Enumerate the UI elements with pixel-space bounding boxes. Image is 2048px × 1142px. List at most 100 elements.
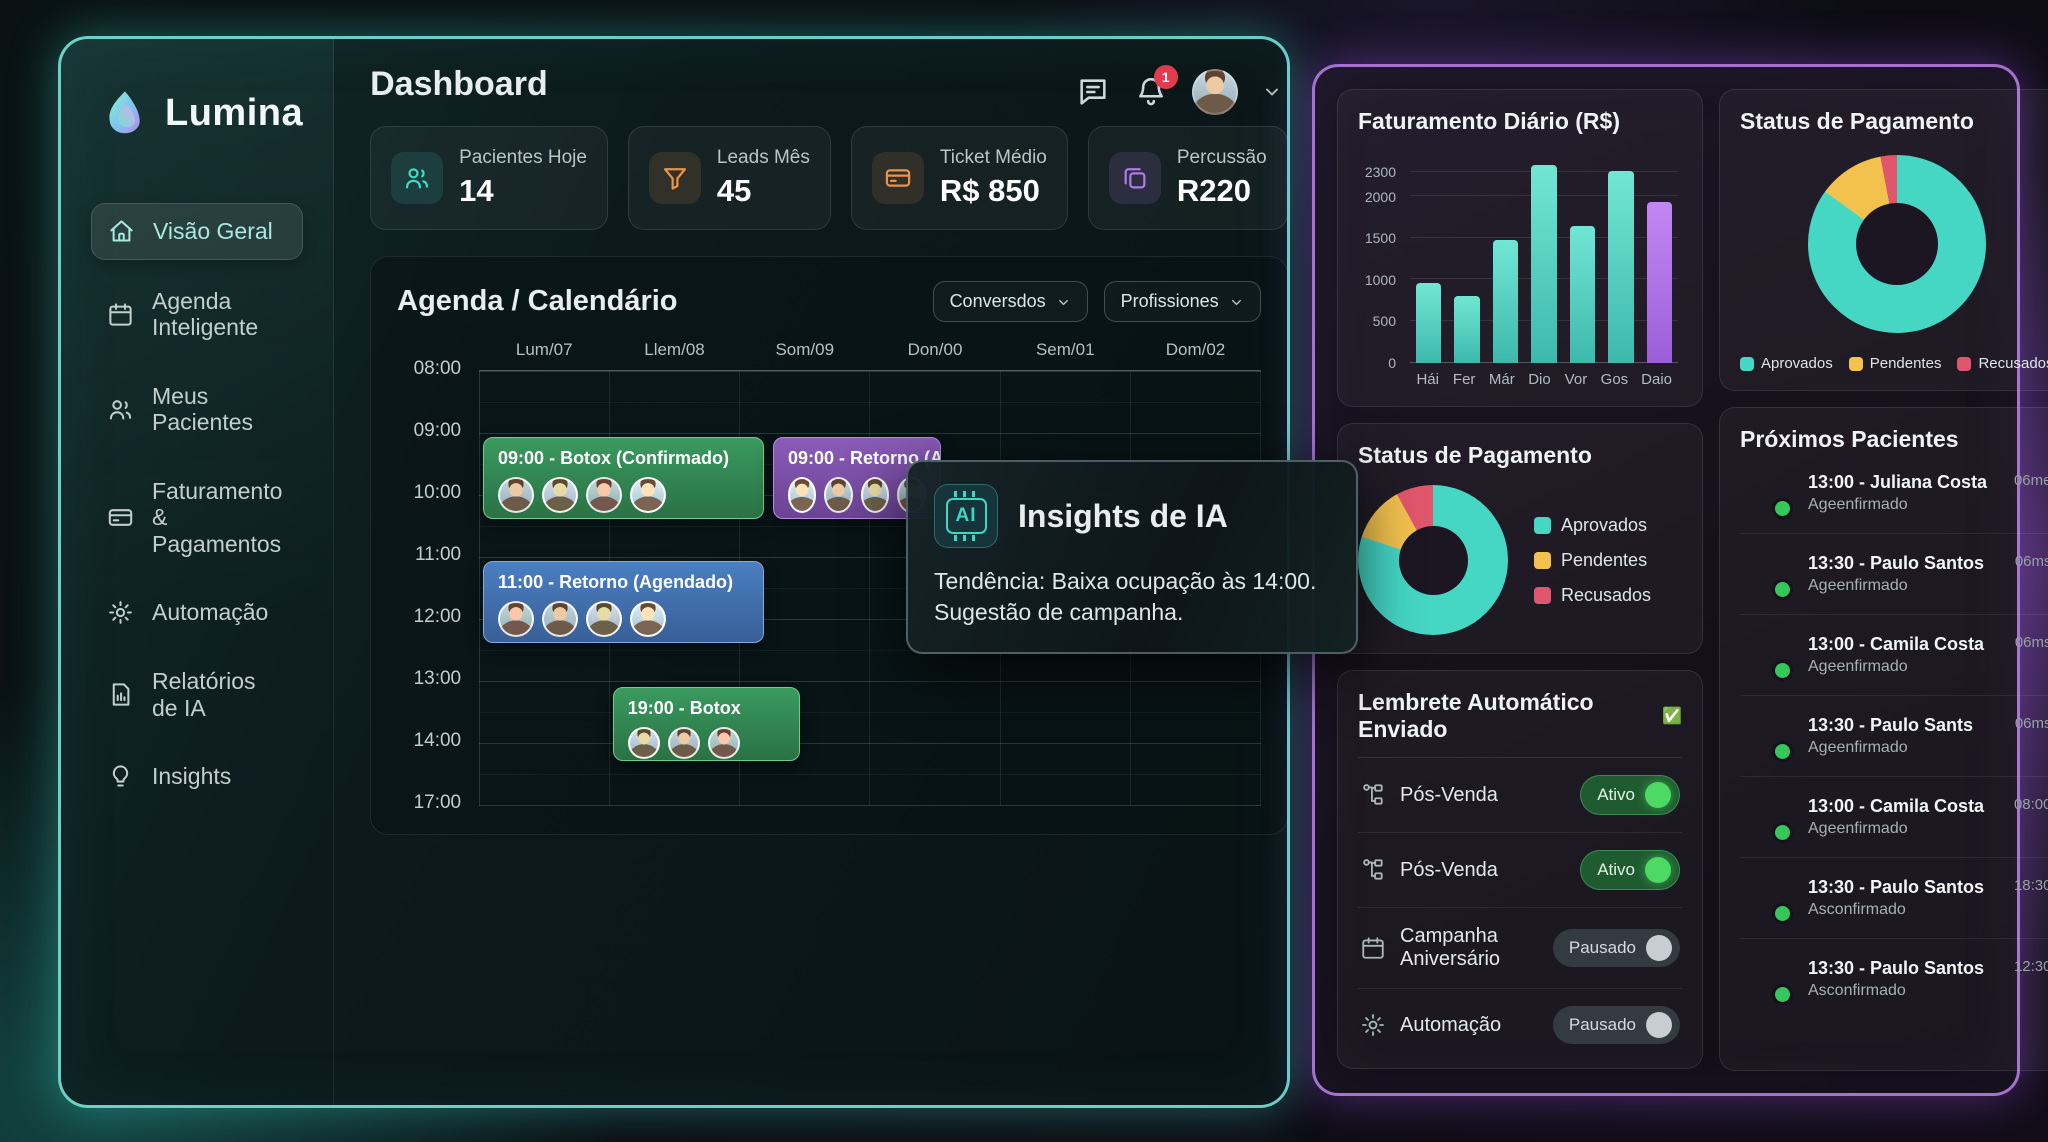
legend-item: Pendentes [1848, 355, 1941, 372]
event-attendees [498, 477, 749, 513]
avatar [1742, 711, 1793, 762]
time-label: 17:00 [413, 791, 462, 813]
report-icon [112, 683, 130, 706]
sidebar-item-faturamento-pagamentos[interactable]: Faturamento & Pagamentos [91, 464, 303, 571]
stat-card-ticket-medio: Ticket Médio R$ 850 [850, 126, 1068, 230]
patient-row[interactable]: 13:30 - Paulo Santos Asconfirmado 18:30 [1740, 858, 2048, 939]
insights-ia-popup: AI Insights de IA Tendência: Baixa ocupa… [906, 460, 1358, 654]
patient-row[interactable]: 13:00 - Camila Costa Ageenfirmado 06ms [1740, 615, 2048, 696]
toggle-automacao[interactable]: Pausado [1552, 1006, 1680, 1044]
credit-card-icon [108, 509, 133, 526]
ai-chip-icon: AI [934, 484, 998, 548]
flow-icon [1360, 782, 1386, 808]
calendar-icon [1360, 935, 1386, 961]
sidebar-item-insights[interactable]: Insights [91, 749, 303, 804]
patient-row[interactable]: 13:30 - Paulo Santos Ageenfirmado 06ms [1740, 534, 2048, 615]
x-tick-label: Fer [1452, 371, 1476, 388]
home-icon [110, 220, 133, 242]
stat-card-leads-mes: Leads Mês 45 [627, 126, 831, 230]
patient-name: 13:30 - Paulo Santos [1808, 958, 1985, 978]
y-tick-label: 1000 [1364, 271, 1396, 288]
calendar-event-retorno-agendado[interactable]: 11:00 - Retorno (Agendado) [483, 561, 765, 643]
sidebar-item-automacao[interactable]: Automação [91, 585, 303, 640]
user-avatar[interactable] [1191, 69, 1238, 115]
sidebar-item-visao-geral[interactable]: Visão Geral [91, 203, 304, 260]
reminder-label: Automação [1400, 1013, 1502, 1036]
avatar [1742, 792, 1793, 843]
toggle-label: Ativo [1597, 785, 1635, 804]
flow-icon [1360, 857, 1386, 883]
page-title: Dashboard [370, 65, 548, 103]
lembrete-automatico-card: Lembrete Automático Enviado ✅ Pós-Venda … [1337, 670, 1703, 1069]
reminder-label: Pós-Venda [1400, 783, 1498, 806]
legend-item: Recusados [1534, 585, 1651, 606]
avatar [498, 601, 535, 637]
brand-name: Lumina [165, 91, 304, 134]
lightbulb-icon [112, 765, 129, 787]
calendar-event-botox-confirmado[interactable]: 09:00 - Botox (Confirmado) [483, 437, 765, 519]
avatar [630, 477, 667, 513]
legend-label: Pendentes [1561, 549, 1648, 570]
filter-dropdown-conversdos[interactable]: Conversdos [932, 281, 1088, 322]
reminders-title: Lembrete Automático Enviado [1358, 689, 1594, 742]
popup-title: Insights de IA [1018, 497, 1228, 534]
day-header: Don/00 [907, 340, 963, 359]
legend-label: Aprovados [1561, 514, 1648, 535]
stat-label: Leads Mês [716, 147, 810, 168]
calendar-time-gutter: 08:00 09:00 10:00 11:00 12:00 13:00 14:0… [397, 358, 479, 813]
check-icon: ✅ [1662, 708, 1682, 725]
legend-swatch [1534, 586, 1551, 604]
toggle-pos-venda-2[interactable]: Ativo [1580, 850, 1680, 890]
legend-label: Aprovados [1761, 355, 1833, 372]
bar [1608, 170, 1634, 363]
day-header: Som/09 [775, 340, 835, 359]
reminder-row-automacao: Automação Pausado [1358, 989, 1682, 1050]
patient-row[interactable]: 13:00 - Juliana Costa Ageenfirmado 06me [1740, 453, 2048, 534]
patient-row[interactable]: 13:30 - Paulo Santos Asconfirmado 12:30 [1740, 939, 2048, 1019]
time-label: 08:00 [413, 357, 462, 379]
chevron-down-icon[interactable] [1262, 82, 1282, 102]
y-tick-label: 2300 [1364, 163, 1396, 180]
legend-item: Pendentes [1534, 550, 1651, 571]
patient-row[interactable]: 13:30 - Paulo Sants Ageenfirmado 06ms [1740, 696, 2048, 777]
bar [1492, 239, 1519, 363]
event-title: 11:00 - Retorno (Agendado) [498, 572, 734, 592]
funnel-icon [648, 152, 701, 204]
sidebar-item-relatorios-ia[interactable]: Relatórios de IA [91, 654, 303, 735]
filter-dropdown-profissiones[interactable]: Profissiones [1103, 281, 1261, 322]
sidebar-item-label: Visão Geral [153, 218, 273, 245]
right-column-a: Faturamento Diário (R$) 0 500 1000 1500 2000… [1337, 89, 1703, 1071]
day-header: Sem/01 [1035, 340, 1095, 359]
chart-title: Status de Pagamento [1740, 108, 1974, 134]
sidebar-item-agenda-inteligente[interactable]: Agenda Inteligente [91, 274, 303, 355]
toggle-pos-venda-1[interactable]: Ativo [1580, 775, 1680, 815]
avatar [542, 477, 579, 513]
donut-chart [1807, 155, 1986, 333]
calendar-icon [109, 303, 132, 326]
stat-value: 45 [716, 173, 752, 208]
sidebar-item-meus-pacientes[interactable]: Meus Pacientes [91, 369, 303, 450]
avatar [1742, 954, 1793, 1005]
avatar [1742, 549, 1793, 600]
legend-swatch [1957, 356, 1972, 371]
avatar [542, 601, 579, 637]
avatar [498, 477, 535, 513]
bar-chart: 0 500 1000 1500 2000 2300 [1358, 155, 1682, 371]
patient-name: 13:00 - Juliana Costa [1808, 472, 1988, 492]
patient-meta: 06ms [2014, 715, 2048, 732]
time-label: 10:00 [413, 481, 462, 503]
patient-name: 13:00 - Camila Costa [1808, 634, 1985, 654]
chart-title: Status de Pagamento [1358, 442, 1592, 468]
toggle-campanha-aniversario[interactable]: Pausado [1552, 929, 1680, 967]
time-label: 11:00 [414, 543, 462, 565]
time-label: 12:00 [413, 605, 462, 627]
bell-icon[interactable]: 1 [1134, 65, 1178, 109]
patient-row[interactable]: 13:00 - Camila Costa Ageenfirmado 08:00 [1740, 777, 2048, 858]
event-attendees [627, 727, 786, 759]
notification-badge: 1 [1153, 65, 1178, 89]
chat-icon[interactable] [1076, 75, 1110, 109]
copy-cards-icon [1108, 152, 1161, 204]
side-window: Faturamento Diário (R$) 0 500 1000 1500 2000… [1312, 64, 2048, 1096]
sidebar-nav: Visão Geral Agenda Inteligente Meus Paci… [91, 203, 304, 804]
calendar-event-botox-19[interactable]: 19:00 - Botox [612, 687, 801, 761]
